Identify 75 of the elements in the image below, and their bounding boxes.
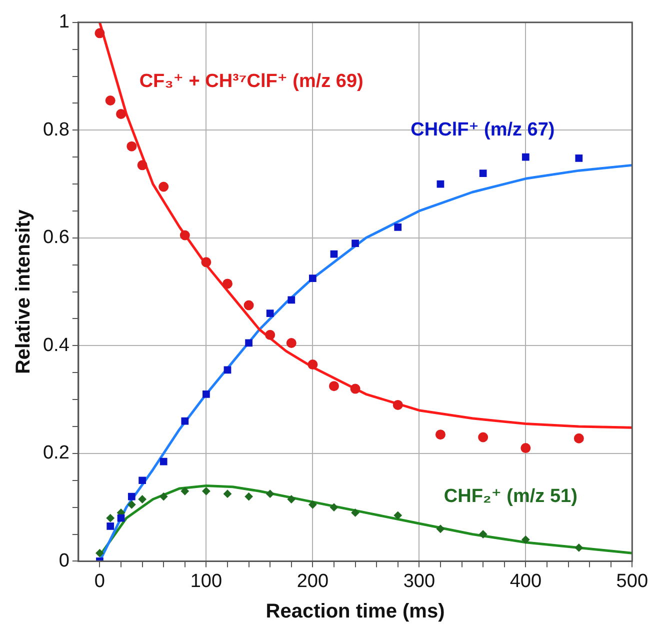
y-tick-label: 1 <box>58 12 70 33</box>
x-tick-label: 300 <box>403 570 436 592</box>
series-label: CHClF⁺ (m/z 67) <box>410 119 555 140</box>
point <box>160 492 168 501</box>
point <box>202 390 210 398</box>
point <box>138 476 146 484</box>
series-label: CF₃⁺ + CH³⁷ClF⁺ (m/z 69) <box>139 70 364 92</box>
x-tick-label: 0 <box>94 570 105 592</box>
y-tick-label: 0.4 <box>42 334 70 356</box>
point <box>308 500 317 509</box>
point <box>138 495 146 504</box>
point <box>522 536 530 544</box>
point <box>223 490 232 498</box>
point <box>105 96 116 106</box>
point <box>351 508 360 517</box>
point <box>394 511 402 520</box>
y-tick-label: 0.6 <box>42 227 70 248</box>
point <box>117 514 125 522</box>
point <box>574 544 583 552</box>
y-tick-label: 0 <box>58 550 70 572</box>
point <box>330 250 338 258</box>
point <box>202 487 210 496</box>
point <box>286 338 296 348</box>
y-tick-label: 0.2 <box>42 442 70 464</box>
point <box>244 492 253 501</box>
point <box>222 278 232 289</box>
point <box>245 339 252 347</box>
y-tick-label: 0.8 <box>42 119 70 140</box>
x-axis-title: Reaction time (ms) <box>266 600 445 623</box>
point <box>106 522 114 530</box>
point <box>308 360 318 370</box>
point <box>287 495 296 504</box>
point <box>575 154 583 162</box>
point <box>436 180 444 188</box>
point <box>330 503 338 512</box>
point <box>96 549 104 558</box>
point <box>224 366 232 374</box>
point <box>180 230 190 240</box>
point <box>137 160 148 170</box>
point <box>181 417 189 425</box>
point <box>201 257 212 268</box>
x-tick-label: 500 <box>616 570 648 592</box>
point <box>126 141 137 152</box>
point <box>309 274 316 282</box>
point <box>128 492 136 500</box>
point <box>350 384 360 394</box>
point <box>352 240 359 247</box>
point <box>435 430 446 440</box>
point <box>520 443 531 454</box>
point <box>244 300 254 310</box>
y-axis-title: Relative intensity <box>12 208 35 374</box>
point <box>265 330 276 340</box>
point <box>128 500 136 509</box>
point <box>180 487 189 496</box>
point <box>574 433 584 444</box>
point <box>479 170 487 177</box>
point <box>160 458 168 466</box>
series-label: CHF₂⁺ (m/z 51) <box>444 486 578 507</box>
point <box>522 153 530 161</box>
point <box>392 400 403 410</box>
point <box>116 108 126 119</box>
point <box>266 490 274 498</box>
x-tick-label: 200 <box>296 570 329 592</box>
point <box>394 223 402 231</box>
point <box>266 310 274 318</box>
point <box>436 524 444 533</box>
x-tick-label: 100 <box>190 570 222 592</box>
point <box>288 296 296 304</box>
point <box>94 28 105 38</box>
point <box>158 182 169 192</box>
point <box>479 530 488 538</box>
point <box>478 432 488 442</box>
x-tick-label: 400 <box>510 570 542 592</box>
point <box>328 381 339 392</box>
point <box>106 514 114 522</box>
